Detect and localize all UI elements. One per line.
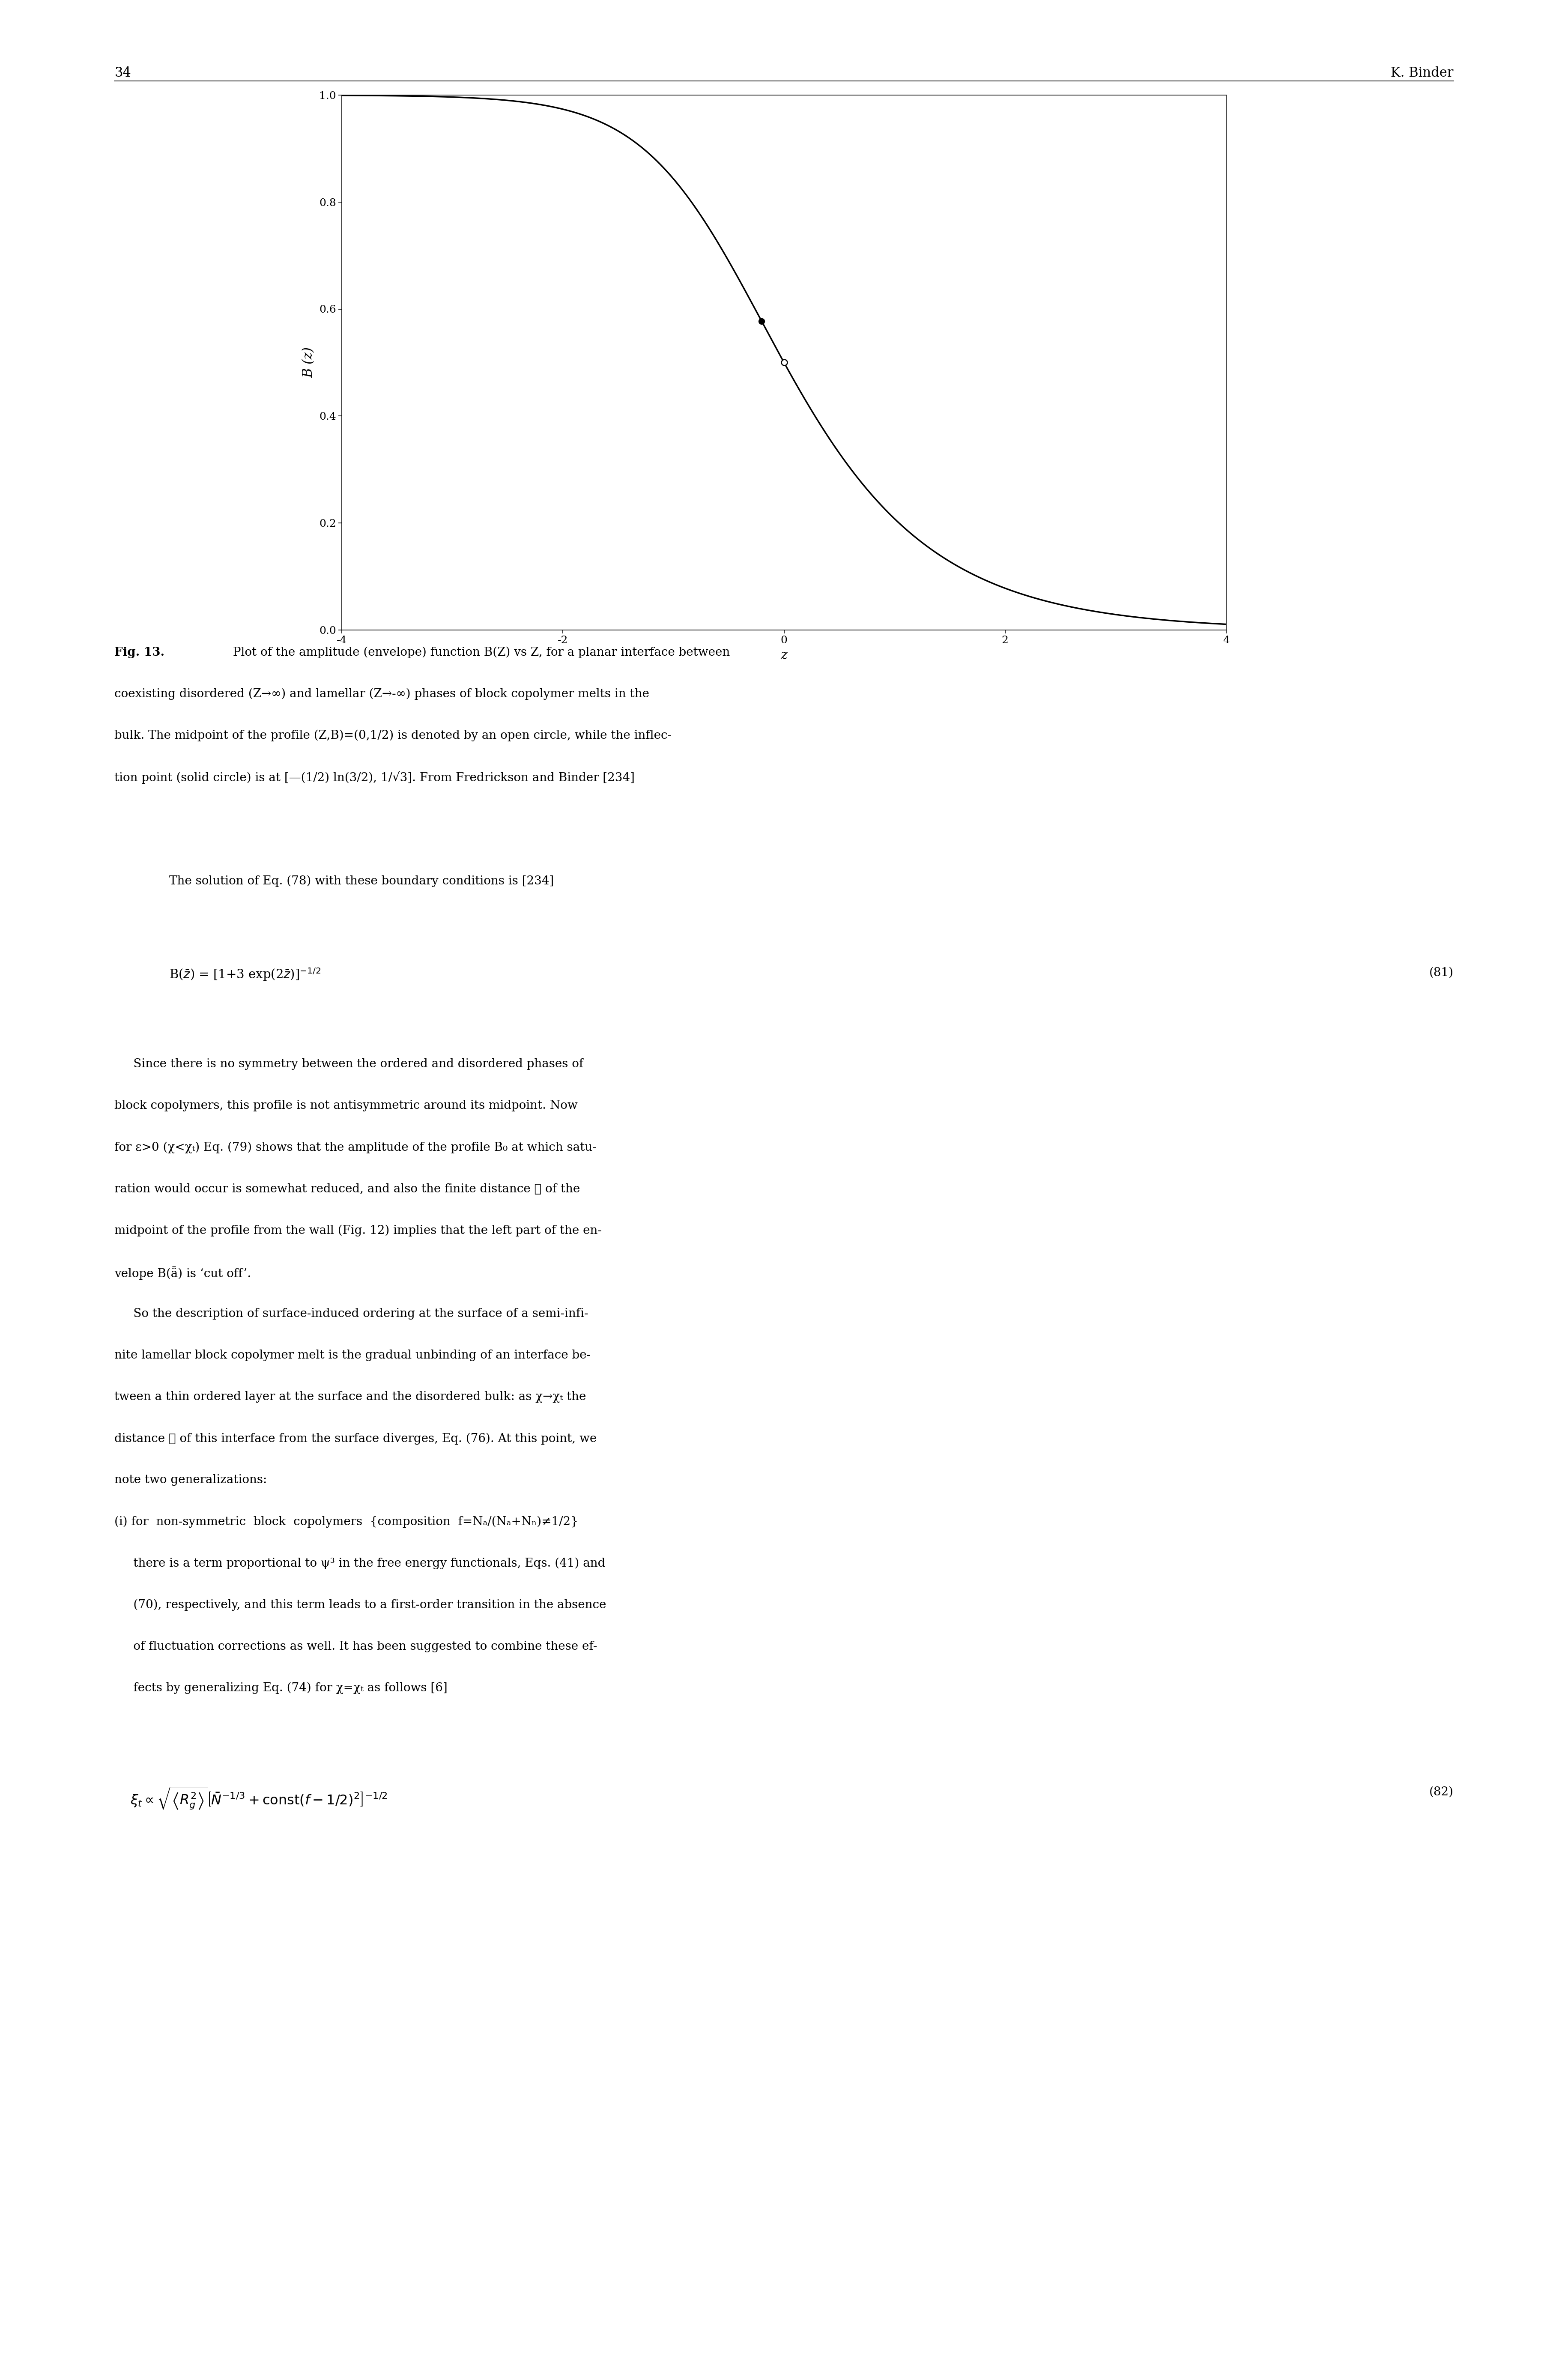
Text: midpoint of the profile from the wall (Fig. 12) implies that the left part of th: midpoint of the profile from the wall (F…: [114, 1224, 602, 1236]
Text: (81): (81): [1428, 967, 1454, 979]
Text: Since there is no symmetry between the ordered and disordered phases of: Since there is no symmetry between the o…: [114, 1058, 583, 1070]
Text: nite lamellar block copolymer melt is the gradual unbinding of an interface be-: nite lamellar block copolymer melt is th…: [114, 1350, 591, 1362]
Text: block copolymers, this profile is not antisymmetric around its midpoint. Now: block copolymers, this profile is not an…: [114, 1101, 577, 1112]
Text: The solution of Eq. (78) with these boundary conditions is [234]: The solution of Eq. (78) with these boun…: [169, 875, 554, 887]
Text: for ε>0 (χ<χₜ) Eq. (79) shows that the amplitude of the profile B₀ at which satu: for ε>0 (χ<χₜ) Eq. (79) shows that the a…: [114, 1141, 596, 1153]
Text: (82): (82): [1428, 1788, 1454, 1797]
Text: note two generalizations:: note two generalizations:: [114, 1474, 267, 1486]
Text: velope B(ǟ) is ‘cut off’.: velope B(ǟ) is ‘cut off’.: [114, 1267, 251, 1279]
Text: ration would occur is somewhat reduced, and also the finite distance ℓ of the: ration would occur is somewhat reduced, …: [114, 1184, 580, 1196]
Text: B($\bar{z}$) = [1+3 exp(2$\bar{z}$)]$^{-1/2}$: B($\bar{z}$) = [1+3 exp(2$\bar{z}$)]$^{-…: [169, 967, 321, 982]
Text: Plot of the amplitude (envelope) function B(Z) vs Z, for a planar interface betw: Plot of the amplitude (envelope) functio…: [229, 647, 729, 658]
Text: bulk. The midpoint of the profile (Z,B)=(0,1/2) is denoted by an open circle, wh: bulk. The midpoint of the profile (Z,B)=…: [114, 730, 671, 742]
Text: tion point (solid circle) is at [—(1/2) ln(3/2), 1/√3]. From Fredrickson and Bin: tion point (solid circle) is at [—(1/2) …: [114, 770, 635, 784]
Text: (70), respectively, and this term leads to a first-order transition in the absen: (70), respectively, and this term leads …: [114, 1600, 607, 1612]
Text: coexisting disordered (Z→∞) and lamellar (Z→-∞) phases of block copolymer melts : coexisting disordered (Z→∞) and lamellar…: [114, 689, 649, 699]
Text: of fluctuation corrections as well. It has been suggested to combine these ef-: of fluctuation corrections as well. It h…: [114, 1640, 597, 1652]
Y-axis label: B (z): B (z): [303, 347, 315, 378]
Text: (i) for  non-symmetric  block  copolymers  {composition  f=Nₐ/(Nₐ+Nₙ)≠1/2}: (i) for non-symmetric block copolymers {…: [114, 1517, 579, 1528]
Text: tween a thin ordered layer at the surface and the disordered bulk: as χ→χₜ the: tween a thin ordered layer at the surfac…: [114, 1391, 586, 1402]
Text: there is a term proportional to ψ³ in the free energy functionals, Eqs. (41) and: there is a term proportional to ψ³ in th…: [114, 1557, 605, 1569]
Text: 34: 34: [114, 67, 132, 81]
Text: K. Binder: K. Binder: [1391, 67, 1454, 81]
Text: So the description of surface-induced ordering at the surface of a semi-infi-: So the description of surface-induced or…: [114, 1307, 588, 1319]
X-axis label: z: z: [781, 649, 787, 663]
Text: distance ℓ of this interface from the surface diverges, Eq. (76). At this point,: distance ℓ of this interface from the su…: [114, 1433, 597, 1445]
Text: fects by generalizing Eq. (74) for χ=χₜ as follows [6]: fects by generalizing Eq. (74) for χ=χₜ …: [114, 1683, 447, 1695]
Text: $\xi_t \propto \sqrt{\left\langle R_g^2 \right\rangle} \left[ \bar{N}^{-1/3} + \: $\xi_t \propto \sqrt{\left\langle R_g^2 …: [130, 1788, 387, 1811]
Text: Fig. 13.: Fig. 13.: [114, 647, 165, 658]
